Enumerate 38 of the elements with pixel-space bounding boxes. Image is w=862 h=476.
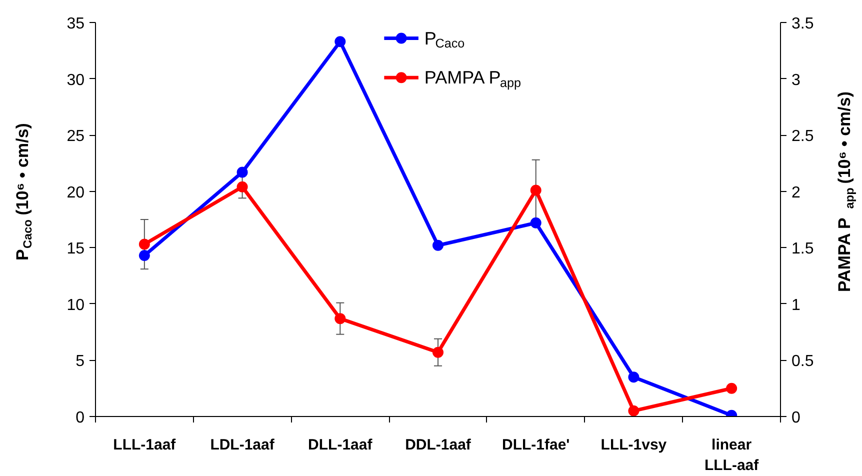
y2-tick-label: 0 (792, 410, 800, 426)
y-tick-label: 20 (66, 184, 85, 202)
point (726, 382, 738, 394)
y2-tick-label: 3 (792, 72, 800, 89)
y-tick-label: 5 (76, 353, 85, 370)
y-tick-label: 35 (66, 16, 85, 32)
point (334, 313, 346, 324)
y-tick-label: 0 (76, 410, 85, 426)
point (236, 181, 248, 192)
y2-tick-label: 0.5 (792, 353, 814, 370)
y2-tick-label: 2 (792, 184, 800, 202)
point (432, 240, 444, 251)
y2-tick-label: 1.5 (792, 240, 814, 258)
x-tick-label: DLL-1aaf (308, 436, 374, 454)
point (236, 166, 248, 178)
x-tick-label: DLL-1fae' (502, 436, 570, 454)
y2-axis-title: PAMPA Papp (10⁶ • cm/s) (835, 91, 857, 292)
point (628, 405, 640, 416)
x-tick-label: LDL-1aaf (210, 436, 276, 454)
point (628, 372, 640, 383)
y-tick-label: 15 (66, 240, 85, 258)
point (530, 184, 542, 196)
x-tick-label: LLL-1vsy (600, 436, 668, 454)
x-tick-label: linear LLL-aaf (704, 436, 760, 474)
y2-tick-label: 2.5 (792, 128, 814, 146)
point (530, 217, 542, 228)
y-axis-title: PCaco (10⁶ • cm/s) (13, 123, 35, 260)
point (138, 238, 150, 250)
point (138, 250, 150, 262)
y2-tick-label: 1 (792, 296, 800, 314)
y-tick-label: 25 (66, 128, 85, 146)
point (334, 36, 346, 48)
y2-tick-label: 3.5 (792, 16, 814, 32)
x-tick-label: LLL-1aaf (113, 436, 177, 454)
x-tick-label: DDL-1aaf (405, 436, 472, 454)
y-tick-label: 10 (66, 296, 85, 314)
y-tick-label: 30 (66, 72, 85, 89)
point (432, 346, 444, 358)
